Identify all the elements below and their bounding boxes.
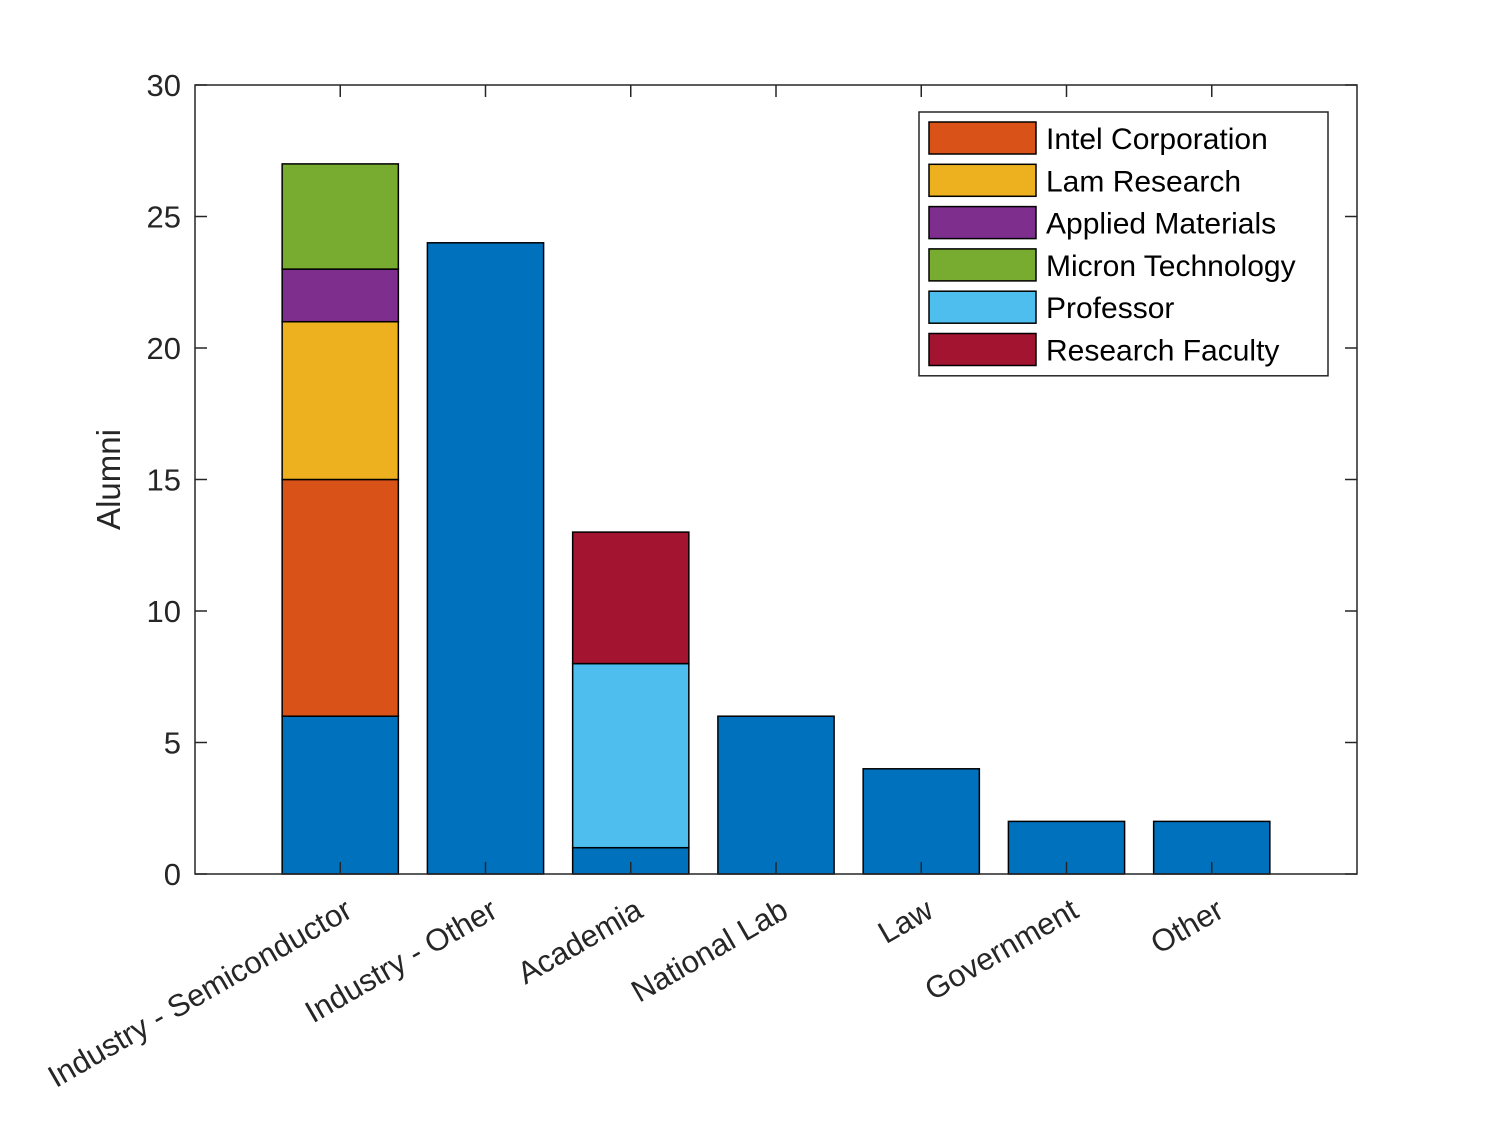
legend-label: Professor: [1046, 292, 1174, 325]
bar-segment-1-5: [281, 163, 400, 270]
legend-label: Applied Materials: [1046, 208, 1276, 241]
bar-segment-4-1: [717, 715, 835, 875]
legend-swatch: [928, 205, 1037, 240]
bar-segment-5-1: [862, 768, 981, 875]
y-tick-label: 5: [164, 726, 181, 761]
bar-segment-2-1: [426, 242, 545, 875]
x-tick-label: Government: [919, 892, 1085, 1008]
x-tick-label: National Lab: [625, 892, 793, 1009]
bar-segment-1-1: [281, 715, 400, 875]
y-tick-label: 20: [147, 331, 181, 366]
bar-segment-1-4: [281, 268, 400, 323]
y-tick-label: 10: [147, 594, 181, 629]
legend-swatch: [928, 248, 1037, 282]
bar-segment-3-7: [571, 531, 690, 665]
legend-swatch: [928, 290, 1037, 324]
y-tick-label: 30: [147, 68, 181, 103]
bar-segment-3-6: [571, 662, 690, 849]
legend-swatch: [928, 332, 1037, 367]
y-axis: 0 5 10 15 20 25 30: [147, 68, 1357, 892]
legend: Intel Corporation Lam Research Applied Mat…: [918, 111, 1329, 377]
bar-segment-1-3: [281, 320, 400, 481]
legend-label: Micron Technology: [1046, 250, 1296, 283]
x-tick-label: Other: [1145, 892, 1230, 961]
y-tick-label: 25: [147, 200, 181, 235]
bar-segment-1-2: [281, 478, 400, 717]
legend-box: [918, 111, 1329, 377]
legend-label: Intel Corporation: [1046, 123, 1268, 156]
x-tick-label: Law: [872, 891, 939, 950]
legend-swatch: [928, 121, 1037, 155]
y-axis-label: Alumni: [90, 429, 127, 530]
y-tick-label: 0: [164, 857, 181, 892]
y-tick-label: 15: [147, 463, 181, 498]
legend-swatch: [928, 163, 1037, 198]
legend-label: Research Faculty: [1046, 335, 1279, 368]
bars-group: [281, 163, 1271, 875]
legend-label: Lam Research: [1046, 165, 1241, 198]
